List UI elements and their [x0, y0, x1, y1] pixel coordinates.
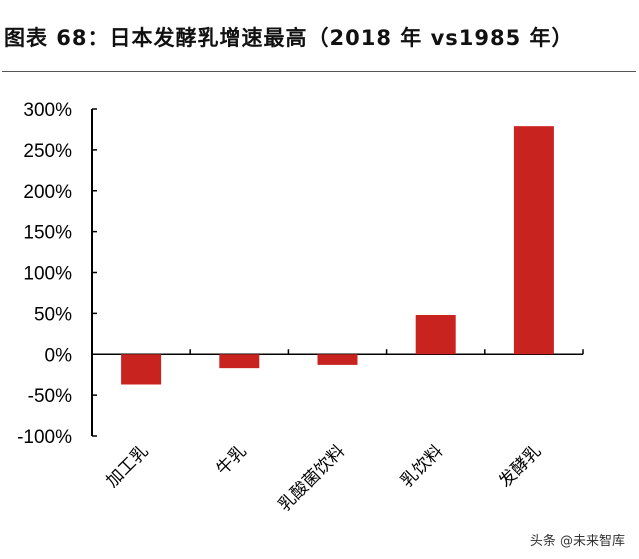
bar	[513, 126, 554, 355]
watermark: 头条 @未来智库	[529, 534, 625, 549]
bar	[121, 354, 162, 385]
y-tick-label: -100%	[17, 427, 72, 448]
x-tick-label: 乳饮料	[397, 441, 447, 491]
chart-title: 图表 68：日本发酵乳增速最高（2018 年 vs1985 年）	[4, 26, 574, 50]
x-tick-label: 发酵乳	[495, 441, 545, 491]
bar	[415, 315, 456, 355]
y-tick-label: 50%	[34, 304, 72, 325]
y-tick-label: 150%	[23, 223, 72, 244]
y-tick-label: 250%	[23, 141, 72, 162]
y-tick-label: 200%	[23, 182, 72, 203]
x-tick-label: 乳酸菌饮料	[275, 441, 349, 515]
bar	[317, 354, 358, 365]
title-divider	[2, 71, 636, 72]
y-tick-label: 300%	[23, 100, 72, 121]
x-tick-label: 加工乳	[102, 441, 152, 491]
y-tick-label: -50%	[28, 386, 72, 407]
bar	[219, 354, 260, 369]
y-tick-label: 100%	[23, 264, 72, 285]
x-tick-label: 牛乳	[213, 441, 251, 479]
y-tick-label: 0%	[45, 345, 73, 366]
